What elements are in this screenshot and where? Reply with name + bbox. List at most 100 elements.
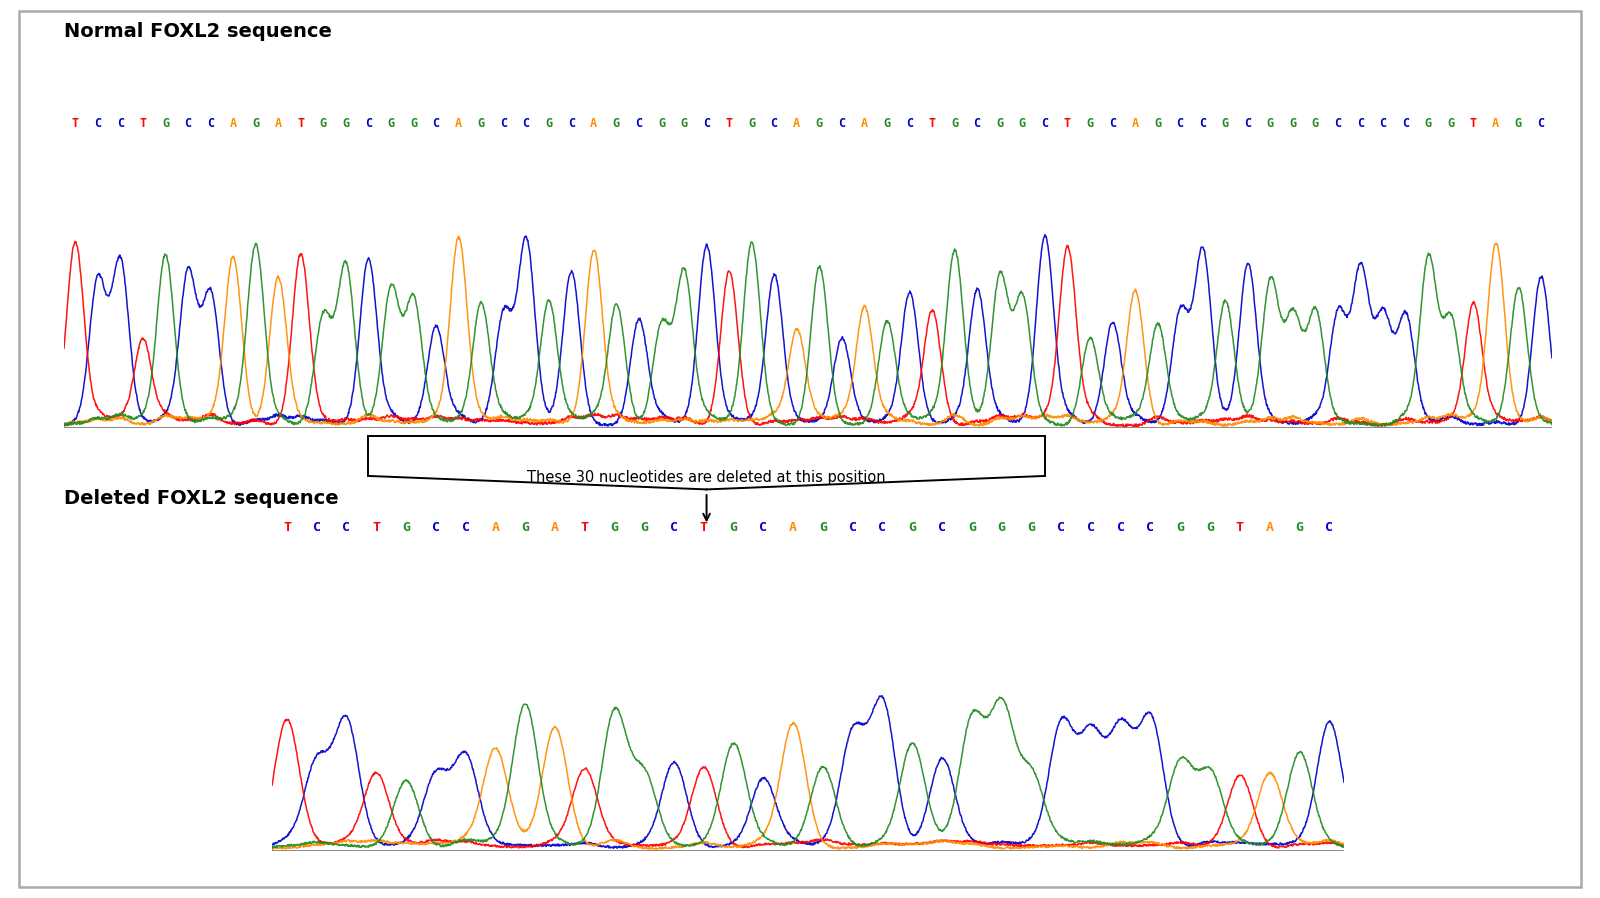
Text: C: C [342, 522, 350, 534]
Text: C: C [94, 118, 101, 130]
Text: C: C [1117, 522, 1125, 534]
Text: C: C [432, 118, 440, 130]
Text: G: G [1267, 118, 1274, 130]
Text: C: C [1325, 522, 1333, 534]
Text: G: G [1312, 118, 1318, 130]
Text: G: G [816, 118, 822, 130]
Text: C: C [1334, 118, 1341, 130]
Text: C: C [938, 522, 946, 534]
Text: G: G [402, 522, 410, 534]
Text: T: T [581, 522, 589, 534]
Text: G: G [997, 522, 1005, 534]
Text: A: A [550, 522, 558, 534]
Text: A: A [229, 118, 237, 130]
Text: G: G [522, 522, 530, 534]
Text: C: C [1176, 118, 1184, 130]
Text: G: G [1176, 522, 1184, 534]
Text: G: G [819, 522, 827, 534]
Text: G: G [1424, 118, 1432, 130]
Text: C: C [206, 118, 214, 130]
Text: G: G [410, 118, 418, 130]
Text: C: C [878, 522, 886, 534]
Text: G: G [749, 118, 755, 130]
Text: G: G [611, 522, 619, 534]
Text: C: C [1245, 118, 1251, 130]
Text: T: T [72, 118, 78, 130]
Text: G: G [950, 118, 958, 130]
Text: C: C [973, 118, 981, 130]
Text: C: C [760, 522, 768, 534]
Text: G: G [1446, 118, 1454, 130]
Text: C: C [635, 118, 643, 130]
Text: G: G [477, 118, 485, 130]
Text: G: G [1515, 118, 1522, 130]
Text: C: C [1109, 118, 1115, 130]
Text: G: G [997, 118, 1003, 130]
Text: C: C [906, 118, 914, 130]
Text: G: G [730, 522, 738, 534]
Text: C: C [670, 522, 678, 534]
Text: G: G [640, 522, 648, 534]
Text: C: C [501, 118, 507, 130]
Text: T: T [699, 522, 707, 534]
Text: C: C [365, 118, 371, 130]
Text: T: T [1469, 118, 1477, 130]
Text: C: C [848, 522, 856, 534]
Text: C: C [1042, 118, 1048, 130]
Text: G: G [1290, 118, 1296, 130]
Text: A: A [789, 522, 797, 534]
Text: C: C [1058, 522, 1066, 534]
Text: C: C [702, 118, 710, 130]
Text: C: C [1198, 118, 1206, 130]
Text: G: G [613, 118, 619, 130]
Text: A: A [1493, 118, 1499, 130]
Text: G: G [883, 118, 891, 130]
Text: C: C [1379, 118, 1387, 130]
Text: G: G [253, 118, 259, 130]
Text: T: T [298, 118, 304, 130]
Text: C: C [1147, 522, 1155, 534]
Text: T: T [725, 118, 733, 130]
Text: T: T [139, 118, 147, 130]
Text: G: G [1221, 118, 1229, 130]
Text: C: C [1086, 522, 1094, 534]
Text: These 30 nucleotides are deleted at this position: These 30 nucleotides are deleted at this… [528, 470, 886, 485]
Text: C: C [117, 118, 123, 130]
Text: C: C [1357, 118, 1363, 130]
Text: C: C [432, 522, 440, 534]
Text: C: C [184, 118, 192, 130]
Text: G: G [546, 118, 552, 130]
Text: Deleted FOXL2 sequence: Deleted FOXL2 sequence [64, 489, 339, 508]
Text: A: A [794, 118, 800, 130]
Text: C: C [568, 118, 574, 130]
Text: G: G [387, 118, 395, 130]
Text: C: C [312, 522, 320, 534]
Text: T: T [283, 522, 291, 534]
Text: A: A [454, 118, 462, 130]
Text: G: G [1206, 522, 1214, 534]
Text: C: C [523, 118, 530, 130]
Text: G: G [162, 118, 170, 130]
Text: A: A [590, 118, 597, 130]
Text: C: C [461, 522, 469, 534]
Text: A: A [1266, 522, 1274, 534]
Text: A: A [491, 522, 499, 534]
Text: A: A [861, 118, 867, 130]
Text: A: A [275, 118, 282, 130]
Text: C: C [838, 118, 845, 130]
Text: G: G [909, 522, 917, 534]
Text: C: C [771, 118, 778, 130]
Text: G: G [320, 118, 326, 130]
Text: G: G [968, 522, 976, 534]
Text: Normal FOXL2 sequence: Normal FOXL2 sequence [64, 22, 331, 41]
Text: G: G [342, 118, 349, 130]
Text: T: T [928, 118, 936, 130]
Text: C: C [1538, 118, 1544, 130]
Text: G: G [1154, 118, 1162, 130]
Text: G: G [1086, 118, 1093, 130]
Text: T: T [373, 522, 381, 534]
Text: A: A [1131, 118, 1139, 130]
Text: G: G [1027, 522, 1035, 534]
Text: C: C [1402, 118, 1410, 130]
Text: G: G [1296, 522, 1304, 534]
